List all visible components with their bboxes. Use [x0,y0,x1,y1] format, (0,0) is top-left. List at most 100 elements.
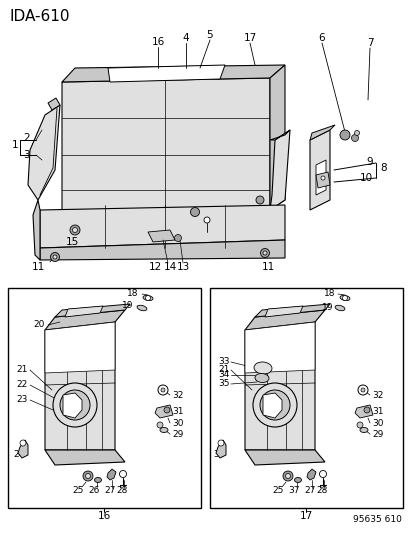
Polygon shape [269,130,289,210]
Ellipse shape [143,295,152,301]
Polygon shape [33,200,40,260]
Circle shape [158,385,168,395]
Polygon shape [244,322,314,450]
Circle shape [262,251,266,255]
Polygon shape [306,469,315,480]
Text: 17: 17 [243,33,256,43]
Circle shape [218,440,223,446]
Text: 11: 11 [31,262,45,272]
Circle shape [70,225,80,235]
Circle shape [363,407,369,413]
Circle shape [85,473,90,479]
Text: 5: 5 [206,30,213,40]
Circle shape [53,255,57,259]
Polygon shape [309,125,334,140]
Circle shape [252,383,296,427]
Text: 35: 35 [218,379,229,389]
Polygon shape [244,310,324,330]
Polygon shape [309,130,329,210]
Circle shape [72,228,77,232]
Text: 21: 21 [218,366,229,375]
Polygon shape [45,322,115,373]
Polygon shape [269,130,289,140]
Polygon shape [154,405,173,418]
Polygon shape [262,393,281,418]
Text: 23: 23 [16,395,27,405]
Polygon shape [62,65,284,82]
Polygon shape [28,105,60,200]
Circle shape [320,176,324,180]
Polygon shape [45,322,115,450]
Text: 34: 34 [218,370,229,379]
Text: 28: 28 [116,487,127,496]
Text: 16: 16 [151,37,164,47]
Text: 18: 18 [126,288,138,297]
Polygon shape [354,405,372,418]
Polygon shape [244,322,314,373]
Circle shape [53,383,97,427]
Text: 95635 610: 95635 610 [352,515,401,524]
Ellipse shape [137,305,147,311]
Text: 31: 31 [371,408,382,416]
Polygon shape [65,306,103,317]
Text: 36: 36 [212,450,224,459]
Text: 13: 13 [176,262,189,272]
Text: 31: 31 [171,408,183,416]
Circle shape [50,253,59,262]
Text: 19: 19 [321,303,332,312]
Text: 28: 28 [316,487,327,496]
Ellipse shape [159,427,168,432]
Circle shape [260,248,269,257]
Circle shape [119,471,126,478]
Text: 2: 2 [23,133,30,143]
Circle shape [204,217,209,223]
Circle shape [255,196,263,204]
Circle shape [174,235,181,241]
Text: 29: 29 [371,431,382,440]
Bar [8,288,201,508]
Polygon shape [63,393,82,418]
Polygon shape [48,98,60,110]
Text: 26: 26 [88,487,100,496]
Text: 25: 25 [72,487,83,496]
Text: 19: 19 [121,301,133,310]
Circle shape [83,471,93,481]
Polygon shape [147,230,175,242]
Text: 22: 22 [16,381,27,390]
Polygon shape [254,304,329,317]
Text: 32: 32 [371,392,382,400]
Text: 9: 9 [366,157,372,167]
Text: 30: 30 [371,419,382,429]
Text: 8: 8 [379,163,386,173]
Text: 30: 30 [171,419,183,429]
Circle shape [354,131,358,135]
Ellipse shape [254,374,268,383]
Text: 27: 27 [304,487,315,496]
Text: 32: 32 [171,392,183,400]
Ellipse shape [359,427,367,432]
Text: 14: 14 [163,262,176,272]
Circle shape [351,134,358,141]
Ellipse shape [339,295,349,301]
Polygon shape [315,160,325,195]
Circle shape [356,422,362,428]
Ellipse shape [254,362,271,374]
Circle shape [60,390,90,420]
Text: 21: 21 [16,366,27,375]
Text: 3: 3 [23,150,30,160]
Polygon shape [244,450,324,465]
Circle shape [145,295,150,301]
Text: 18: 18 [323,288,334,297]
Ellipse shape [94,478,101,482]
Polygon shape [55,304,130,317]
Circle shape [282,471,292,481]
Text: 37: 37 [287,487,299,496]
Text: 1: 1 [12,140,19,150]
Polygon shape [18,440,28,458]
Text: 29: 29 [171,431,183,440]
Text: 11: 11 [261,262,274,272]
Text: 20: 20 [33,320,44,329]
Text: 17: 17 [299,511,312,521]
Circle shape [161,388,165,392]
Polygon shape [108,65,224,82]
